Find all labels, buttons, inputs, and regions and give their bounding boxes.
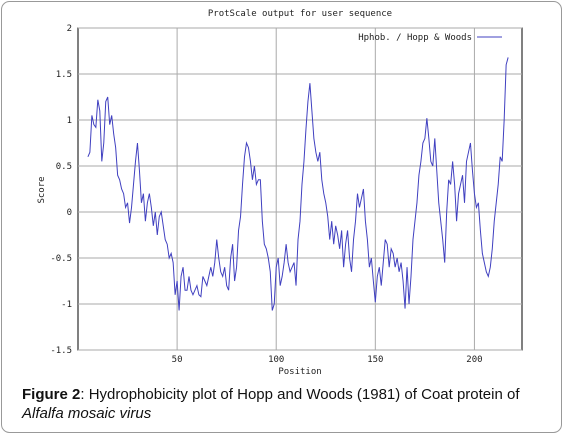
caption-text: : Hydrophobicity plot of Hopp and Woods … [80, 386, 520, 403]
caption: Figure 2: Hydrophobicity plot of Hopp an… [22, 386, 520, 403]
y-tick-label: -1 [61, 300, 72, 310]
plot: 2 1.5 1 0.5 0 -0.5 -1 -1.5 50 100 150 200 Hphob. / H… [50, 24, 522, 365]
y-tick-label: -1.5 [50, 346, 72, 356]
y-tick-label: 1 [67, 116, 72, 126]
chart-title: ProtScale output for user sequence [208, 9, 392, 19]
x-axis-label: Position [278, 367, 321, 377]
caption-label: Figure 2 [22, 386, 80, 403]
plot-frame [77, 27, 523, 351]
y-tick-label: -0.5 [50, 254, 72, 264]
data-line [87, 57, 509, 311]
x-tick-label: 150 [367, 355, 383, 365]
y-axis-label: Score [37, 176, 47, 203]
y-tick-label: 0.5 [56, 162, 72, 172]
y-tick-label: 1.5 [56, 70, 72, 80]
caption-italic: Alfalfa mosaic virus [21, 405, 152, 422]
x-tick-label: 100 [268, 355, 284, 365]
legend-label: Hphob. / Hopp & Woods [358, 33, 472, 43]
y-tick-label: 2 [67, 24, 72, 34]
y-tick-label: 0 [67, 208, 72, 218]
x-tick-label: 50 [172, 355, 183, 365]
x-tick-label: 200 [466, 355, 482, 365]
